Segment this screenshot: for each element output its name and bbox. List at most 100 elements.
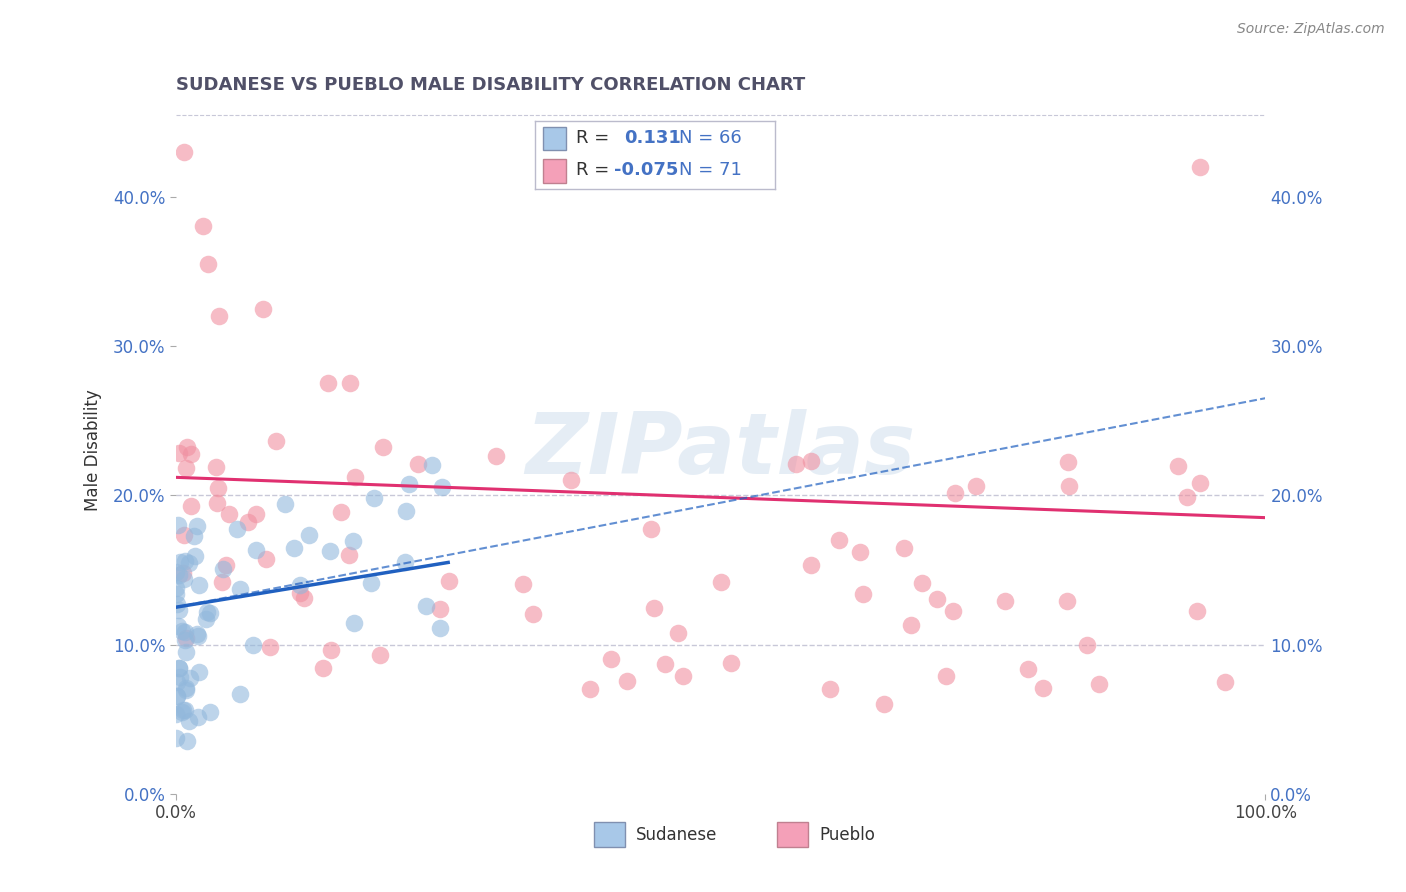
Point bbox=[173, 528, 195, 542]
Point bbox=[330, 505, 353, 519]
Point bbox=[173, 633, 195, 648]
Point bbox=[205, 496, 228, 510]
Point bbox=[176, 683, 198, 698]
Point bbox=[173, 703, 195, 717]
Point bbox=[1032, 681, 1054, 696]
Point bbox=[170, 706, 193, 720]
Point bbox=[187, 665, 209, 679]
Point bbox=[200, 705, 222, 719]
Point bbox=[935, 668, 957, 682]
Point bbox=[318, 376, 340, 391]
Point bbox=[1017, 662, 1039, 676]
Point bbox=[166, 674, 188, 689]
Text: -0.075: -0.075 bbox=[614, 161, 679, 179]
Point bbox=[785, 457, 807, 471]
Point bbox=[184, 549, 207, 564]
Text: Source: ZipAtlas.com: Source: ZipAtlas.com bbox=[1237, 22, 1385, 37]
Point bbox=[245, 542, 267, 557]
Point bbox=[900, 617, 922, 632]
Point bbox=[292, 591, 315, 606]
Point bbox=[204, 460, 226, 475]
Point bbox=[165, 581, 187, 595]
Point bbox=[179, 671, 201, 685]
Point bbox=[942, 604, 965, 618]
Point bbox=[186, 627, 208, 641]
Point bbox=[337, 549, 360, 563]
Point bbox=[283, 541, 305, 556]
Point bbox=[167, 661, 190, 675]
Point bbox=[172, 624, 194, 638]
Point bbox=[522, 607, 544, 622]
Text: N = 71: N = 71 bbox=[679, 161, 742, 179]
Point bbox=[195, 606, 218, 620]
Point bbox=[720, 657, 742, 671]
Point bbox=[172, 703, 194, 717]
Point bbox=[165, 586, 187, 600]
Point bbox=[229, 687, 252, 701]
Text: 0.131: 0.131 bbox=[624, 129, 681, 147]
Point bbox=[643, 600, 665, 615]
Text: Pueblo: Pueblo bbox=[818, 826, 875, 844]
Point bbox=[849, 545, 872, 559]
Point bbox=[363, 491, 385, 506]
Point bbox=[197, 257, 219, 271]
Point bbox=[173, 572, 195, 586]
Point bbox=[965, 479, 987, 493]
Point bbox=[264, 434, 287, 449]
Point bbox=[343, 470, 366, 484]
Point bbox=[1167, 458, 1189, 473]
Text: N = 66: N = 66 bbox=[679, 129, 742, 147]
Point bbox=[187, 578, 209, 592]
Point bbox=[429, 622, 451, 636]
Point bbox=[672, 669, 695, 683]
Point bbox=[180, 447, 202, 461]
Point bbox=[873, 698, 896, 712]
Point bbox=[297, 528, 319, 542]
Point bbox=[395, 504, 418, 518]
Point bbox=[200, 606, 222, 620]
Point bbox=[166, 619, 188, 633]
Point bbox=[654, 657, 676, 671]
Point bbox=[166, 689, 188, 703]
Point bbox=[398, 476, 420, 491]
Point bbox=[1175, 490, 1198, 504]
Point bbox=[1185, 604, 1208, 618]
Point bbox=[214, 558, 236, 573]
Point bbox=[274, 497, 297, 511]
Point bbox=[343, 616, 366, 631]
Point bbox=[406, 457, 429, 471]
Point bbox=[167, 568, 190, 582]
Point bbox=[1057, 455, 1080, 469]
Point bbox=[229, 582, 252, 597]
Point bbox=[927, 591, 949, 606]
Point bbox=[1088, 677, 1111, 691]
Point bbox=[600, 651, 623, 665]
Point bbox=[560, 473, 582, 487]
Point bbox=[179, 714, 201, 728]
Text: R =: R = bbox=[576, 129, 621, 147]
FancyBboxPatch shape bbox=[543, 160, 567, 183]
Point bbox=[187, 629, 209, 643]
Point bbox=[165, 731, 187, 745]
Point bbox=[174, 624, 197, 639]
Text: SUDANESE VS PUEBLO MALE DISABILITY CORRELATION CHART: SUDANESE VS PUEBLO MALE DISABILITY CORRE… bbox=[176, 77, 806, 95]
Point bbox=[616, 674, 638, 689]
Point bbox=[166, 597, 188, 611]
Point bbox=[1076, 638, 1098, 652]
Point bbox=[254, 551, 277, 566]
Point bbox=[174, 631, 197, 645]
Point bbox=[710, 575, 733, 590]
Point bbox=[640, 522, 662, 536]
Point bbox=[893, 541, 915, 555]
Point bbox=[818, 682, 841, 697]
Point bbox=[165, 707, 187, 722]
Point bbox=[1189, 160, 1212, 174]
Point bbox=[994, 594, 1017, 608]
Point bbox=[371, 440, 394, 454]
Point bbox=[512, 576, 534, 591]
Point bbox=[852, 586, 875, 600]
Text: Sudanese: Sudanese bbox=[637, 826, 717, 844]
Point bbox=[828, 533, 851, 547]
Point bbox=[485, 449, 508, 463]
Point bbox=[1189, 476, 1212, 491]
